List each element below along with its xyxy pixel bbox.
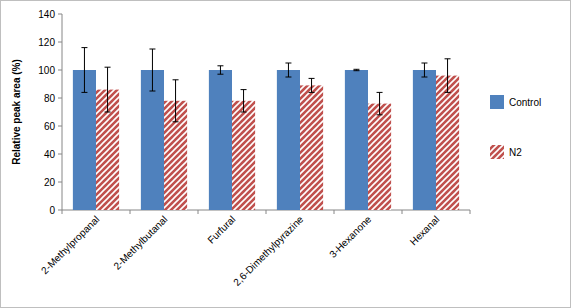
- bar: [345, 70, 368, 210]
- error-bar: [105, 67, 111, 112]
- y-axis: [62, 14, 63, 210]
- x-tick: [266, 210, 267, 214]
- y-tick: [58, 126, 62, 127]
- error-bar: [173, 80, 179, 122]
- y-tick-label: 140: [38, 9, 55, 20]
- legend-label: N2: [509, 147, 522, 158]
- legend-swatch: [490, 95, 504, 109]
- error-bar: [149, 49, 155, 91]
- y-tick-label: 80: [44, 93, 56, 104]
- error-bar: [217, 66, 223, 74]
- x-tick-label: 2-Methylbutanal: [111, 214, 169, 272]
- y-tick: [58, 98, 62, 99]
- y-tick-label: 0: [49, 205, 55, 216]
- y-tick: [58, 210, 62, 211]
- bar: [232, 101, 255, 210]
- x-tick-label: 3-Hexanone: [327, 213, 374, 260]
- x-tick-label: Hexanal: [408, 214, 442, 248]
- y-tick: [58, 14, 62, 15]
- bar: [300, 85, 323, 210]
- x-tick-label: 2,6-Dimethylpyrazine: [231, 213, 306, 288]
- bar: [209, 70, 232, 210]
- x-tick-label: Furfural: [205, 214, 237, 246]
- chart-svg: 0 20 40 60 80 100 120 140 Relative peak area (%)…: [0, 0, 571, 308]
- error-bar: [309, 78, 315, 92]
- x-tick: [62, 210, 63, 214]
- bars: [73, 48, 459, 210]
- y-tick-label: 20: [44, 177, 56, 188]
- y-tick-label: 120: [38, 37, 55, 48]
- error-bar: [445, 59, 451, 93]
- error-bar: [377, 92, 383, 114]
- bar: [277, 70, 300, 210]
- y-axis-label: Relative peak area (%): [11, 59, 22, 165]
- x-tick: [402, 210, 403, 214]
- x-tick: [198, 210, 199, 214]
- y-tick: [58, 42, 62, 43]
- x-tick-label: 2-Methylpropanal: [39, 214, 101, 276]
- bar: [413, 70, 436, 210]
- y-tick-label: 60: [44, 121, 56, 132]
- error-bar: [421, 63, 427, 77]
- x-tick: [130, 210, 131, 214]
- legend-label: Control: [509, 97, 541, 108]
- y-tick: [58, 70, 62, 71]
- y-tick-label: 100: [38, 65, 55, 76]
- chart-border: [1, 1, 571, 308]
- error-bar: [353, 69, 359, 70]
- bar: [436, 76, 459, 210]
- y-tick-label: 40: [44, 149, 56, 160]
- error-bar: [285, 63, 291, 77]
- y-tick: [58, 154, 62, 155]
- y-tick: [58, 182, 62, 183]
- error-bar: [81, 48, 87, 93]
- bar: [368, 104, 391, 210]
- chart-container: 0 20 40 60 80 100 120 140 Relative peak area (%)…: [0, 0, 571, 308]
- legend-swatch: [490, 145, 504, 159]
- error-bar: [241, 90, 247, 112]
- x-tick: [334, 210, 335, 214]
- x-tick: [470, 210, 471, 214]
